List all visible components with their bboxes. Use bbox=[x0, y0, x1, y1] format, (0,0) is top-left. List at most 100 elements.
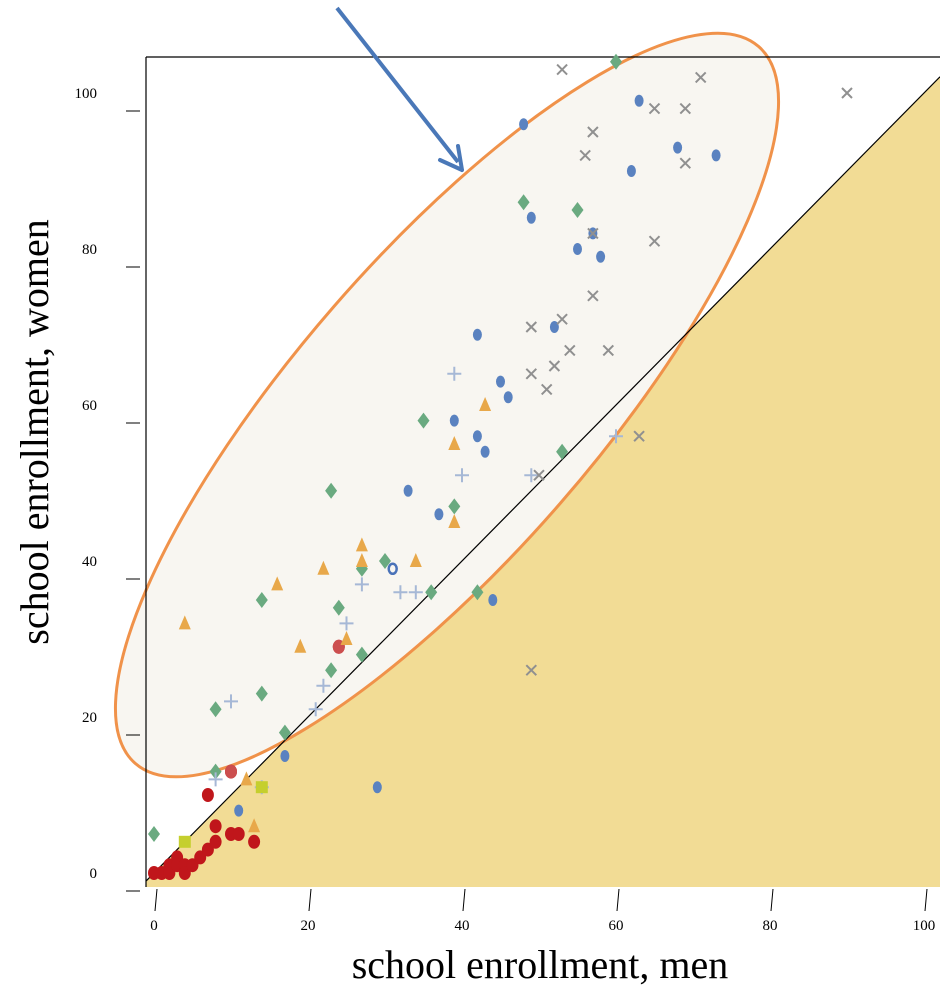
data-point-x bbox=[602, 344, 615, 357]
x-tick-mark bbox=[308, 888, 312, 912]
y-tick-label: 100 bbox=[75, 86, 98, 102]
data-point-diamond bbox=[556, 443, 569, 460]
data-point-dot bbox=[634, 94, 644, 107]
data-point-diamond bbox=[325, 482, 338, 499]
data-point-diamond bbox=[355, 646, 368, 663]
data-point-dot bbox=[503, 391, 513, 404]
data-point-x bbox=[587, 126, 599, 138]
data-point-dot bbox=[519, 118, 529, 131]
data-point-dot bbox=[596, 250, 606, 263]
data-point-dot bbox=[626, 165, 636, 177]
data-point-dot bbox=[711, 149, 721, 162]
data-point-diamond bbox=[610, 53, 622, 70]
data-point-cross bbox=[455, 468, 469, 483]
data-point-triangle bbox=[448, 436, 461, 450]
data-point-cross bbox=[408, 585, 423, 600]
y-axis-title: school enrollment, women bbox=[12, 219, 57, 644]
data-point-diamond bbox=[332, 599, 345, 616]
data-point-diamond bbox=[278, 724, 291, 741]
data-point-cross bbox=[339, 616, 354, 631]
x-tick-label: 100 bbox=[913, 918, 936, 934]
data-point-dot bbox=[480, 445, 490, 458]
data-point-triangle bbox=[409, 553, 422, 567]
data-point-cross bbox=[308, 702, 323, 717]
data-point-cross bbox=[224, 694, 238, 709]
data-point-x bbox=[533, 469, 545, 481]
annotation-arrow bbox=[335, 6, 464, 172]
data-point-cross bbox=[208, 772, 223, 787]
x-tick-mark bbox=[770, 888, 774, 912]
x-tick-label: 0 bbox=[150, 918, 158, 934]
y-tick-label: 60 bbox=[82, 398, 97, 414]
data-point-triangle bbox=[317, 560, 330, 575]
data-point-x bbox=[556, 63, 568, 76]
x-tick-mark bbox=[924, 888, 928, 912]
data-point-diamond bbox=[425, 584, 438, 601]
data-point-dot bbox=[234, 804, 244, 817]
data-point-circle bbox=[232, 827, 245, 841]
y-tick-label: 20 bbox=[82, 710, 97, 726]
x-tick-label: 40 bbox=[455, 918, 470, 934]
data-point-dot bbox=[449, 414, 459, 427]
x-tick-label: 80 bbox=[763, 918, 778, 934]
x-tick-mark bbox=[616, 888, 620, 912]
data-point-diamond bbox=[209, 701, 222, 718]
data-points bbox=[148, 53, 853, 880]
data-point-dot bbox=[372, 781, 382, 794]
data-point-triangle bbox=[340, 631, 353, 645]
data-point-diamond bbox=[255, 685, 268, 702]
data-point-dot bbox=[496, 375, 505, 388]
data-point-circle bbox=[248, 834, 261, 849]
data-point-diamond bbox=[255, 592, 268, 608]
x-tick-label: 60 bbox=[609, 918, 624, 934]
data-point-square bbox=[255, 781, 268, 794]
data-point-diamond bbox=[517, 194, 530, 211]
data-point-diamond bbox=[448, 498, 461, 515]
data-point-cross bbox=[524, 468, 539, 483]
data-point-ring bbox=[387, 562, 398, 576]
data-point-triangle bbox=[248, 818, 261, 833]
data-point-dot bbox=[488, 594, 498, 606]
data-point-dot bbox=[573, 243, 582, 255]
data-point-dot bbox=[403, 484, 413, 497]
data-point-cross bbox=[609, 429, 623, 444]
x-tick-mark bbox=[462, 888, 466, 912]
x-tick-label: 20 bbox=[301, 918, 316, 934]
data-point-diamond bbox=[325, 662, 338, 679]
data-point-diamond bbox=[471, 584, 484, 601]
data-point-x bbox=[633, 430, 645, 442]
data-point-dot bbox=[549, 321, 559, 333]
data-point-circle bbox=[209, 819, 222, 834]
data-point-cross bbox=[447, 366, 462, 381]
data-point-square bbox=[178, 835, 191, 848]
data-point-dot bbox=[673, 141, 683, 154]
data-point-dot bbox=[280, 750, 290, 762]
data-point-diamond bbox=[148, 826, 160, 842]
data-point-dot bbox=[434, 508, 444, 521]
data-point-triangle bbox=[178, 615, 191, 630]
x-tick-mark bbox=[154, 888, 158, 912]
data-point-cross bbox=[354, 577, 369, 592]
axis-ticks: 0 20 40 60 80 100 0 20 40 60 80 100 bbox=[75, 86, 936, 934]
x-axis-title: school enrollment, men bbox=[352, 942, 729, 987]
data-point-x bbox=[587, 227, 599, 240]
data-point-dot bbox=[472, 430, 482, 443]
data-point-x bbox=[525, 664, 538, 676]
data-point-diamond bbox=[417, 412, 430, 429]
y-tick-label: 80 bbox=[82, 242, 97, 258]
data-point-x bbox=[525, 321, 538, 333]
y-tick-label: 0 bbox=[90, 866, 98, 882]
data-point-x bbox=[648, 235, 661, 247]
data-point-diamond bbox=[571, 202, 584, 218]
data-point-cross bbox=[316, 678, 331, 693]
data-point-x bbox=[548, 360, 561, 372]
data-point-x bbox=[525, 368, 538, 380]
data-point-circle bbox=[201, 788, 214, 802]
data-point-circle bbox=[225, 764, 237, 779]
arrow-head bbox=[438, 144, 464, 172]
data-point-triangle bbox=[294, 638, 307, 653]
data-point-triangle bbox=[355, 553, 368, 567]
data-point-dot bbox=[472, 328, 482, 341]
highlight-ellipse-shape bbox=[113, 31, 781, 779]
